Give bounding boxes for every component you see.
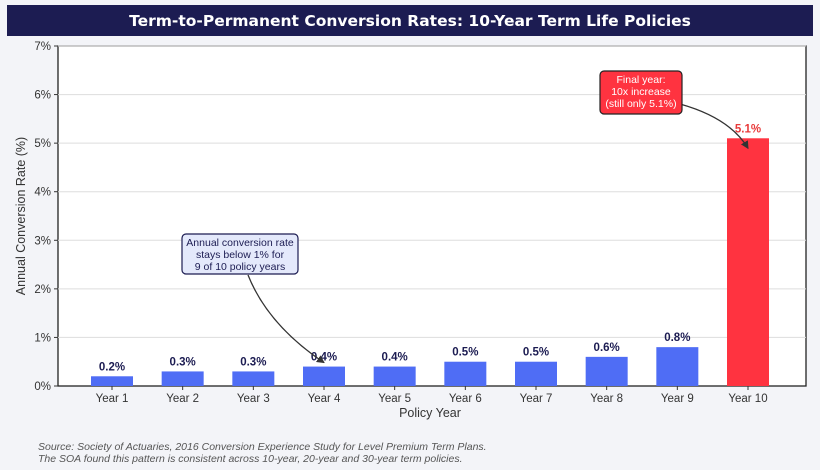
bars [91, 138, 769, 386]
footnote-note: The SOA found this pattern is consistent… [38, 453, 463, 465]
annotation-text: 10x increase [611, 86, 671, 98]
data-label: 0.6% [594, 342, 620, 354]
y-tick-label: 7% [34, 41, 51, 53]
chart-title: Term-to-Permanent Conversion Rates: 10-Y… [7, 5, 813, 36]
bar-5 [373, 366, 416, 386]
annotation-box [181, 233, 299, 275]
y-axis-label: Annual Conversion Rate (%) [14, 137, 28, 295]
y-tick-label: 5% [34, 138, 51, 150]
y-tick-label: 1% [34, 332, 51, 344]
data-labels: 0.2% 0.3% 0.3% 0.4% 0.4% 0.5% 0.5% 0.6% 0.8% 5.1% [99, 123, 761, 373]
annotation-text: 9 of 10 policy years [195, 261, 285, 273]
x-tick-label: Year 7 [520, 393, 553, 405]
x-tick-label: Year 1 [96, 393, 129, 405]
x-tick-label: Year 8 [590, 393, 623, 405]
data-label: 0.5% [523, 347, 549, 359]
data-label: 0.3% [170, 356, 196, 368]
annotation-arrow [247, 274, 325, 364]
annotation-text: stays below 1% for [196, 249, 285, 261]
bar-10 [727, 138, 769, 386]
annotation-arrow [679, 103, 749, 150]
x-axis-label: Policy Year [399, 406, 461, 420]
plot-area [57, 45, 807, 387]
x-tick-label: Year 3 [237, 393, 270, 405]
x-tick-label: Year 5 [378, 393, 411, 405]
bar-3 [232, 371, 275, 386]
annotation-text: Annual conversion rate [186, 237, 294, 249]
bar-8 [585, 356, 628, 386]
data-label: 5.1% [735, 123, 761, 135]
data-label: 0.3% [240, 356, 266, 368]
data-label: 0.8% [664, 332, 690, 344]
annotation-text: Final year: [616, 74, 665, 86]
y-tick-label: 3% [34, 235, 51, 247]
bar-2 [161, 371, 204, 386]
x-tick-label: Year 4 [308, 393, 341, 405]
bar-1 [91, 376, 133, 386]
y-tick-label: 4% [34, 187, 51, 199]
footnote-source: Source: Society of Actuaries, 2016 Conve… [38, 441, 487, 453]
x-tick-label: Year 9 [661, 393, 694, 405]
annotation-text: (still only 5.1%) [605, 98, 676, 110]
y-tick-label: 2% [34, 284, 51, 296]
data-label: 0.5% [452, 347, 478, 359]
data-label: 0.4% [382, 352, 408, 364]
x-tick-label: Year 10 [728, 393, 767, 405]
gridlines [58, 45, 806, 338]
y-tick-label: 0% [34, 381, 51, 393]
y-tick-label: 6% [34, 90, 51, 102]
y-axis-ticks: 0% 1% 2% 3% 4% 5% 6% 7% [34, 41, 58, 393]
x-tick-label: Year 2 [166, 393, 199, 405]
x-tick-label: Year 6 [449, 393, 482, 405]
bar-6 [444, 361, 487, 386]
data-label: 0.2% [99, 361, 125, 373]
bar-9 [656, 347, 699, 386]
data-label: 0.4% [311, 352, 337, 364]
x-axis-ticks: Year 1 Year 2 Year 3 Year 4 Year 5 Year 6 Year… [96, 386, 768, 405]
bar-7 [515, 361, 557, 386]
annotation-box [599, 70, 683, 115]
bar-4 [303, 366, 345, 386]
